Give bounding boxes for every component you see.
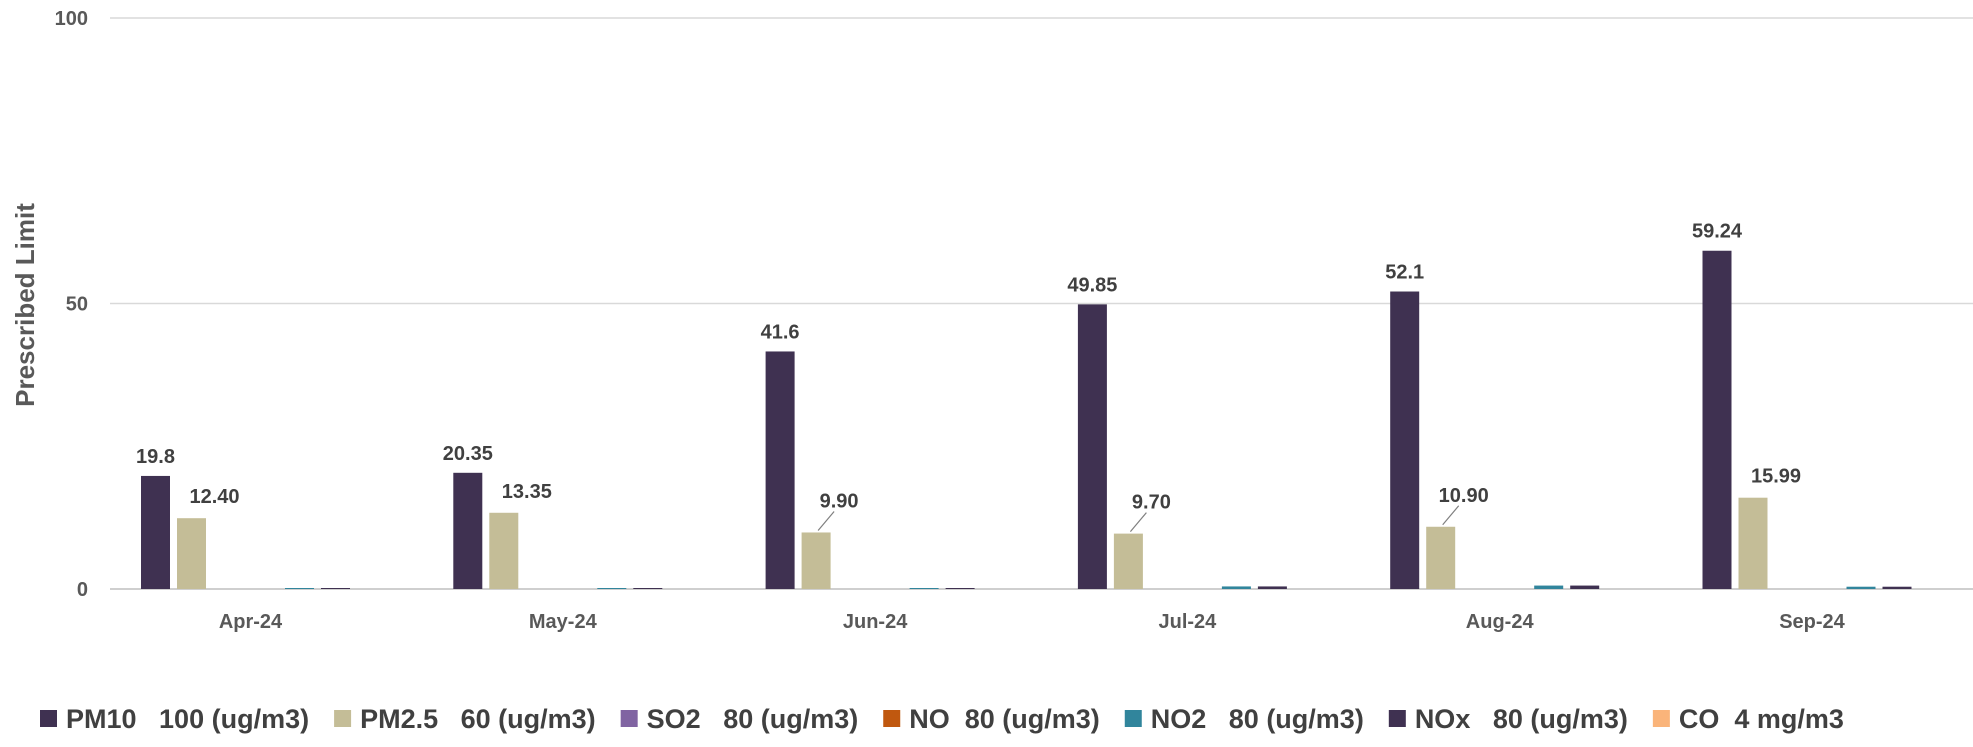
bar <box>801 532 831 589</box>
data-label: 10.90 <box>1439 485 1489 507</box>
leader-line <box>1442 505 1460 526</box>
bar <box>945 588 975 589</box>
data-label: 19.8 <box>136 446 175 468</box>
bar <box>1882 586 1912 589</box>
legend-entry: PM10 100 (ug/m3) <box>66 704 309 734</box>
bar <box>1702 250 1732 589</box>
y-axis-ticks: 0 50 100 <box>55 8 88 601</box>
data-label: 59.24 <box>1692 221 1743 243</box>
data-label: 41.6 <box>761 321 800 343</box>
gridlines <box>110 17 1973 590</box>
bar <box>1846 586 1876 589</box>
legend-swatch <box>1388 710 1406 727</box>
legend-swatch <box>1652 710 1670 727</box>
y-tick-label: 50 <box>66 294 88 316</box>
bar <box>141 475 170 589</box>
bar <box>489 512 519 589</box>
data-labels: 19.8 12.40 20.35 13.35 41.6 9.90 49.85 9.70 52.1… <box>136 221 1801 532</box>
bar <box>1426 526 1456 589</box>
x-category-label: Aug-24 <box>1466 611 1535 633</box>
legend-entry: PM2.5 60 (ug/m3) <box>360 704 596 734</box>
data-label: 9.70 <box>1132 492 1171 514</box>
data-label: 49.85 <box>1067 274 1117 296</box>
x-category-label: Jul-24 <box>1158 611 1217 633</box>
bar <box>909 588 939 589</box>
data-label: 52.1 <box>1385 262 1424 284</box>
x-category-label: May-24 <box>529 611 598 633</box>
x-axis-categories: Apr-24 May-24 Jun-24 Jul-24 Aug-24 Sep-24 <box>219 611 1846 633</box>
data-label: 15.99 <box>1751 466 1801 488</box>
data-label: 20.35 <box>443 443 493 465</box>
legend: PM10 100 (ug/m3) PM2.5 60 (ug/m3) SO2 80 (… <box>40 704 1844 734</box>
bar <box>1534 585 1564 589</box>
data-label: 9.90 <box>820 490 859 512</box>
legend-entry: SO2 80 (ug/m3) <box>647 704 859 734</box>
bar <box>1221 586 1251 589</box>
y-axis-label: Prescribed Limit <box>10 203 40 407</box>
legend-swatch <box>40 710 57 727</box>
legend-swatch <box>620 710 638 727</box>
legend-swatch <box>883 710 901 727</box>
x-category-label: Jun-24 <box>843 611 908 633</box>
legend-entry: NO 80 (ug/m3) <box>909 704 1100 734</box>
leader-line <box>817 511 835 531</box>
legend-entry: CO 4 mg/m3 <box>1679 704 1844 734</box>
legend-swatch <box>334 710 352 727</box>
bar <box>321 588 350 589</box>
leader-line <box>1129 512 1147 532</box>
bar <box>597 588 627 589</box>
bars <box>141 250 1912 589</box>
bar <box>633 588 663 589</box>
bar <box>285 588 314 589</box>
bar <box>765 351 795 589</box>
data-label: 12.40 <box>189 486 239 508</box>
data-label: 13.35 <box>502 481 552 503</box>
bar <box>1738 497 1768 589</box>
y-tick-label: 0 <box>77 579 88 601</box>
legend-swatch <box>1124 710 1142 727</box>
y-tick-label: 100 <box>55 8 88 30</box>
legend-entry: NOx 80 (ug/m3) <box>1415 704 1628 734</box>
x-category-label: Apr-24 <box>219 611 283 633</box>
bar <box>1113 533 1143 589</box>
bar <box>1570 585 1600 589</box>
bar <box>1077 304 1107 589</box>
x-category-label: Sep-24 <box>1779 611 1845 633</box>
bar <box>453 472 483 589</box>
bar <box>1257 586 1287 589</box>
bar <box>1390 291 1420 589</box>
bar <box>177 518 206 589</box>
legend-entry: NO2 80 (ug/m3) <box>1151 704 1364 734</box>
